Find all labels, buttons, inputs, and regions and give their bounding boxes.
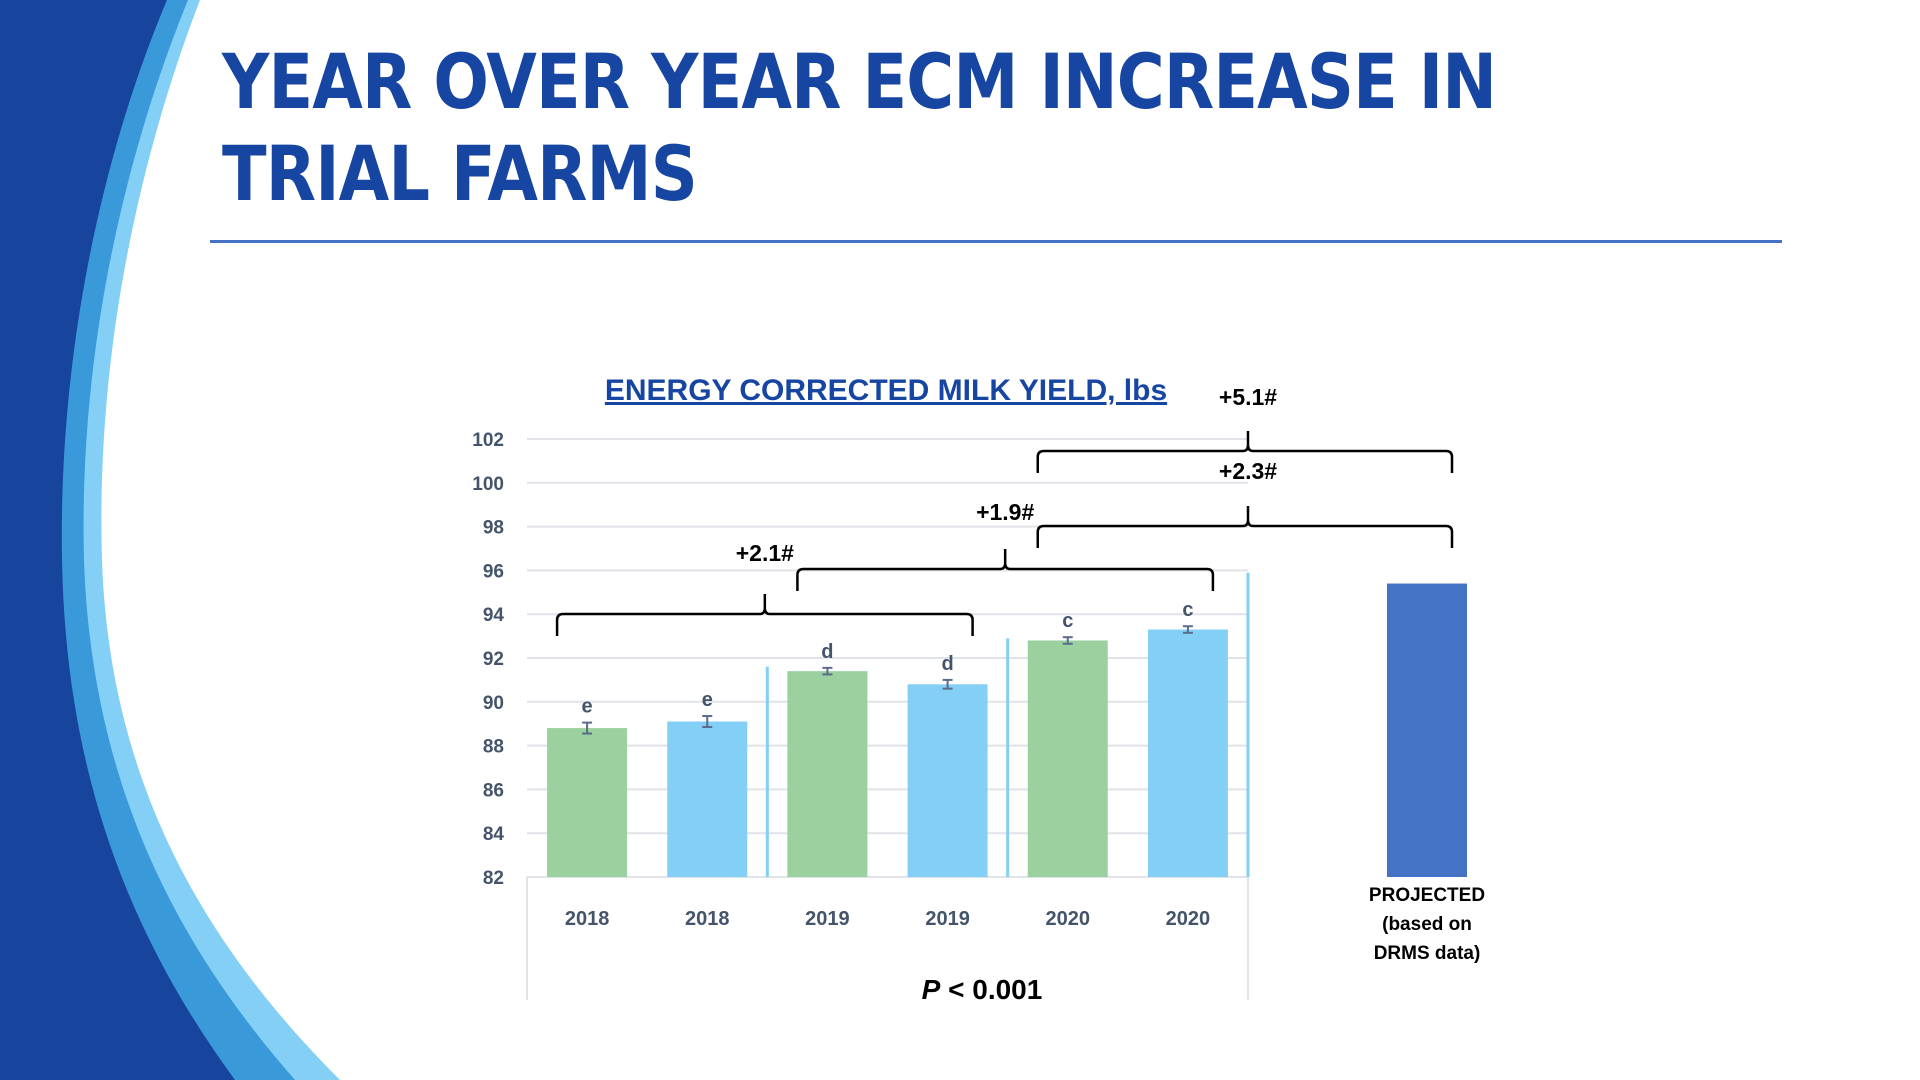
significance-letter: d — [941, 653, 953, 675]
comparison-bracket — [555, 594, 974, 636]
error-bars — [582, 625, 1193, 735]
comparison-bracket — [796, 549, 1215, 591]
y-tick-label: 84 — [483, 824, 505, 845]
p-value-text: < 0.001 — [940, 974, 1042, 1005]
x-tick-label: 2018 — [685, 908, 730, 930]
y-tick-label: 88 — [483, 737, 504, 758]
significance-letter: d — [821, 641, 833, 663]
x-tick-label: 2020 — [1166, 908, 1211, 930]
comparison-label: +2.3# — [1219, 458, 1277, 484]
bars — [547, 629, 1228, 877]
y-tick-label: 102 — [472, 430, 504, 451]
projected-label-line: DRMS data) — [1374, 943, 1481, 964]
comparison-bracket — [1036, 506, 1454, 548]
bar-2019-blue — [907, 684, 988, 877]
comparison-label: +2.1# — [736, 540, 794, 566]
x-tick-label: 2019 — [925, 908, 970, 930]
projected-label-line: (based on — [1382, 914, 1472, 935]
axis-frame — [526, 572, 1250, 1000]
y-tick-label: 96 — [483, 561, 504, 582]
bar-projected — [1387, 583, 1467, 877]
significance-letter: e — [582, 696, 593, 718]
chart-title: ENERGY CORRECTED MILK YIELD, lbs — [605, 374, 1167, 407]
significance-letter: c — [1062, 610, 1073, 632]
slide-title-line-2: TRIAL FARMS — [222, 129, 698, 218]
x-tick-label: 2020 — [1046, 908, 1091, 930]
bar-2019-green — [787, 671, 868, 877]
y-tick-label: 92 — [483, 649, 504, 670]
y-tick-label: 82 — [483, 868, 504, 889]
x-tick-label: 2018 — [565, 908, 610, 930]
p-value-symbol: P — [922, 974, 941, 1005]
title-divider — [210, 240, 1782, 243]
y-tick-label: 86 — [483, 780, 504, 801]
swoosh-dark-band — [0, 0, 235, 1080]
slide-title: YEAR OVER YEAR ECM INCREASE IN TRIAL FAR… — [222, 36, 1497, 220]
bar-2018-blue — [667, 721, 748, 877]
x-axis-ticks: 2018 2018 2019 2019 2020 2020 — [565, 908, 1210, 930]
y-axis-ticks: 82 84 86 88 90 92 94 96 98 100 102 — [472, 430, 504, 889]
comparison-bracket — [1036, 431, 1454, 473]
projected-label-line: PROJECTED — [1369, 885, 1485, 906]
bar-2020-blue — [1147, 629, 1228, 877]
significance-letter: c — [1182, 599, 1193, 621]
comparison-brackets: +2.1# +1.9# +2.3# +5.1# — [555, 384, 1454, 636]
y-tick-label: 94 — [483, 605, 505, 626]
projected-group: PROJECTED (based on DRMS data) — [1369, 583, 1485, 964]
x-tick-label: 2019 — [805, 908, 850, 930]
y-tick-label: 100 — [472, 474, 504, 495]
p-value: P < 0.001 — [922, 974, 1043, 1005]
significance-letters: e e d d c c — [582, 599, 1194, 717]
y-tick-label: 98 — [483, 518, 504, 539]
bar-2018-green — [547, 728, 628, 877]
slide-title-line-1: YEAR OVER YEAR ECM INCREASE IN — [222, 37, 1497, 126]
y-tick-label: 90 — [483, 693, 504, 714]
gridlines — [527, 438, 1248, 835]
comparison-label: +1.9# — [976, 499, 1034, 525]
bar-2020-green — [1027, 640, 1108, 877]
comparison-label: +5.1# — [1219, 384, 1277, 410]
significance-letter: e — [702, 689, 713, 711]
